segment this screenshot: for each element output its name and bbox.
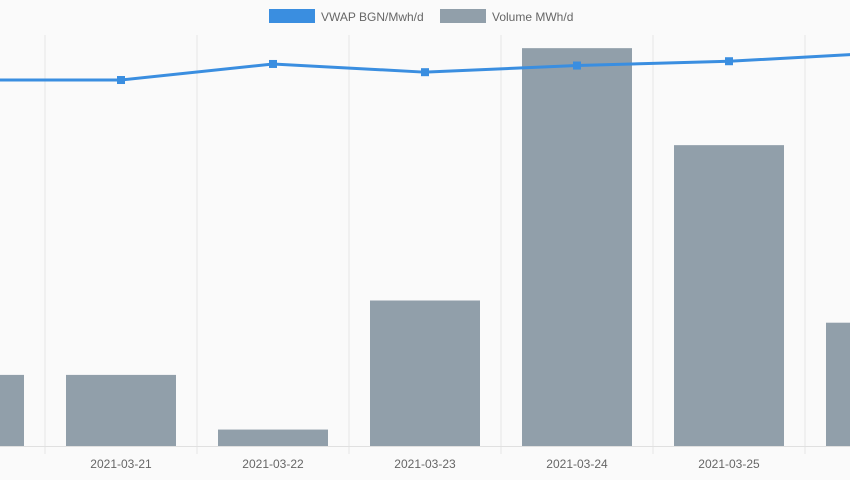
legend-swatch-vwap <box>269 9 315 23</box>
volume-bar[interactable] <box>370 300 480 446</box>
x-tick-label: 2021-03-25 <box>698 457 760 471</box>
x-tick-label: 2021-03-22 <box>242 457 304 471</box>
volume-bar[interactable] <box>66 374 176 446</box>
vwap-line <box>0 53 850 85</box>
volume-bar[interactable] <box>0 374 24 446</box>
volume-bars <box>0 48 850 446</box>
vwap-point[interactable] <box>269 59 277 68</box>
volume-bar[interactable] <box>218 429 328 446</box>
vwap-point[interactable] <box>573 61 581 70</box>
legend-label-vwap: VWAP BGN/Mwh/d <box>321 10 424 24</box>
vwap-point[interactable] <box>117 76 125 85</box>
legend-swatch-volume <box>440 9 486 23</box>
volume-bar[interactable] <box>522 48 632 446</box>
x-tick-label: 2021-03-23 <box>394 457 456 471</box>
volume-bar[interactable] <box>674 145 784 446</box>
vwap-point[interactable] <box>421 68 429 77</box>
legend-label-volume: Volume MWh/d <box>492 10 573 24</box>
grid <box>0 35 850 454</box>
x-tick-label: 2021-03-21 <box>90 457 152 471</box>
x-tick-label: 2021-03-24 <box>546 457 608 471</box>
x-axis: 2021-03-202021-03-212021-03-222021-03-23… <box>0 457 760 471</box>
vwap-point[interactable] <box>725 57 733 66</box>
legend: VWAP BGN/Mwh/d Volume MWh/d <box>269 9 573 24</box>
volume-bar[interactable] <box>826 322 850 446</box>
